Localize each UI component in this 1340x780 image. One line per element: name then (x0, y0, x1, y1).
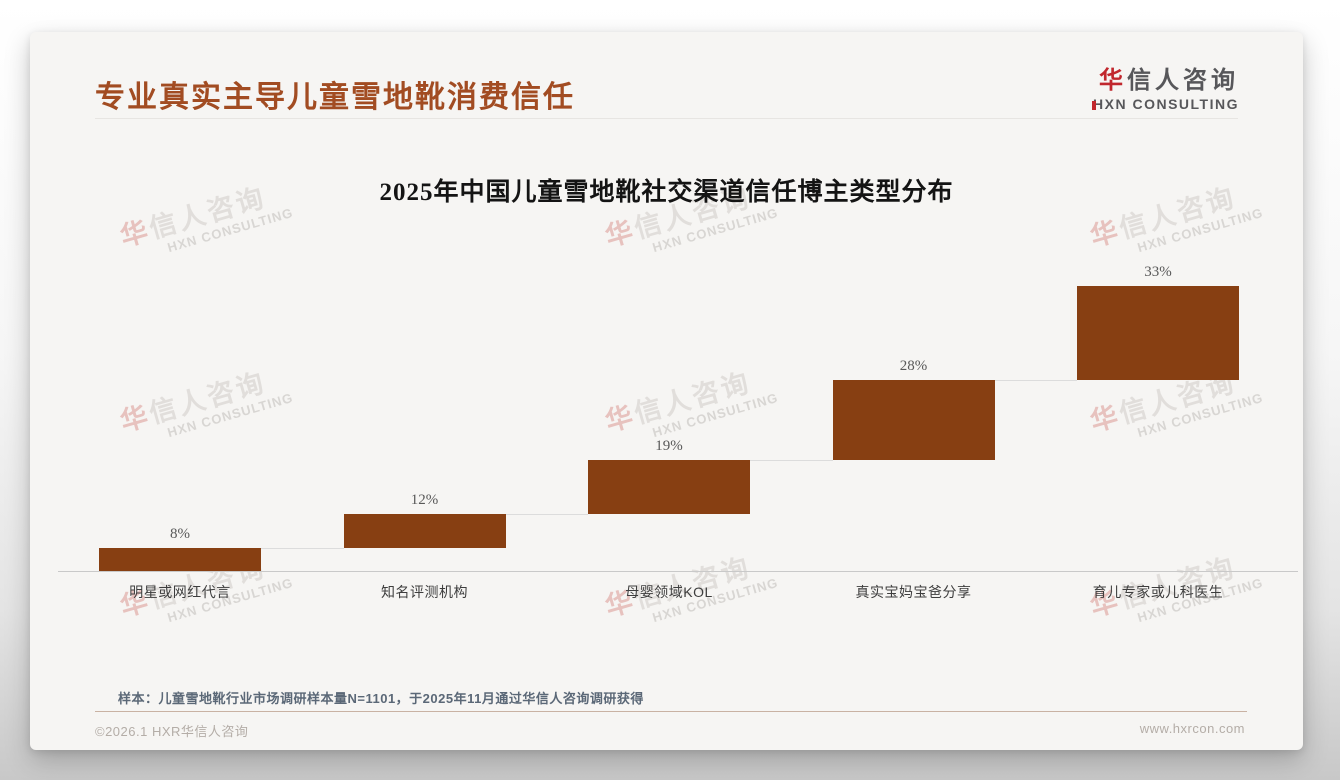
waterfall-chart: 8% 明星或网红代言 12% 知名评测机构 19% 母婴领域KOL 28% 真实宝妈宝爸分享 3… (30, 32, 1303, 750)
brand-logo: 华信人咨询 HXN CONSULTING (1092, 60, 1239, 112)
bar-value-label: 33% (1144, 264, 1172, 280)
header-divider (95, 118, 1238, 119)
step-connector-line (261, 548, 344, 550)
step-connector-line (505, 514, 588, 515)
step-connector-line (994, 380, 1077, 382)
chart-bar-3 (588, 459, 750, 514)
chart-title: 2025年中国儿童雪地靴社交渠道信任博主类型分布 (379, 179, 954, 206)
category-label: 明星或网红代言 (129, 584, 231, 600)
chart-bar-2 (343, 514, 506, 549)
category-label: 育儿专家或儿科医生 (1092, 584, 1224, 600)
chart-bar-1 (99, 548, 261, 571)
footer-divider (95, 711, 1247, 712)
category-label: 母婴领域KOL (625, 584, 713, 600)
sample-note: 样本：儿童雪地靴行业市场调研样本量N=1101，于2025年11月通过华信人咨询… (118, 691, 644, 706)
page-title: 专业真实主导儿童雪地靴消费信任 (95, 81, 575, 114)
chart-bar-5 (1077, 286, 1239, 381)
bar-value-label: 12% (410, 492, 439, 508)
bar-value-label: 28% (899, 358, 928, 375)
brand-logo-cn-rest: 信人咨询 (1127, 67, 1239, 94)
category-label: 真实宝妈宝爸分享 (855, 584, 972, 600)
category-label: 知名评测机构 (381, 584, 468, 600)
chart-bar-4 (832, 380, 995, 460)
step-connector-line (750, 459, 833, 461)
x-axis-line (58, 571, 1298, 572)
footer-website: www.hxrcon.com (1139, 721, 1245, 736)
brand-logo-cn: 华信人咨询 (1093, 60, 1239, 95)
footer-copyright: ©2026.1 HXR华信人咨询 (95, 724, 249, 739)
brand-logo-en: HXN CONSULTING (1092, 96, 1239, 112)
bar-value-label: 19% (655, 437, 683, 454)
brand-logo-accent-char: 华 (1099, 67, 1127, 94)
bar-value-label: 8% (170, 526, 190, 543)
report-card: 专业真实主导儿童雪地靴消费信任 华信人咨询 HXN CONSULTING 202… (30, 32, 1303, 750)
